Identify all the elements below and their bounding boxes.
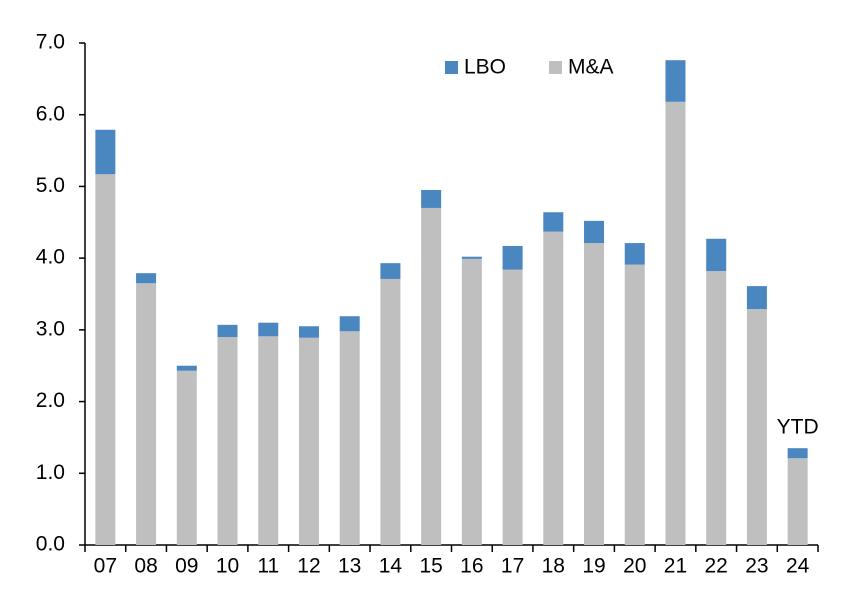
bar-segment: [339, 331, 360, 545]
bar-segment: [787, 448, 808, 459]
bar-segment: [176, 370, 197, 545]
bar-segment: [746, 309, 767, 545]
bar-segment: [706, 271, 727, 545]
bar-segment: [502, 269, 523, 545]
bar-segment: [584, 243, 605, 545]
bar-segment: [461, 256, 482, 259]
x-tick-label: 19: [582, 555, 605, 578]
bar-segment: [624, 264, 645, 545]
bar-segment: [217, 324, 238, 338]
y-tick-label: 5.0: [36, 174, 65, 197]
legend-swatch: [549, 61, 562, 74]
bar-segment: [543, 231, 564, 545]
bar-segment: [421, 207, 442, 545]
x-tick-label: 13: [338, 555, 361, 578]
y-tick-label: 2.0: [36, 389, 65, 412]
x-tick-label: 10: [216, 555, 239, 578]
x-tick-label: 18: [542, 555, 565, 578]
x-tick-label: 22: [705, 555, 728, 578]
x-tick-label: 20: [623, 555, 646, 578]
x-tick-label: 09: [175, 555, 198, 578]
bar-segment: [461, 258, 482, 545]
bar-segment: [136, 273, 157, 284]
bar-segment: [624, 243, 645, 265]
y-tick-label: 4.0: [36, 246, 65, 269]
bar-segment: [258, 336, 279, 545]
bar-segment: [746, 286, 767, 310]
x-tick-label: 07: [94, 555, 117, 578]
bar-segment: [136, 283, 157, 545]
bar-segment: [502, 245, 523, 270]
bar-segment: [95, 174, 116, 546]
legend-swatch: [445, 61, 458, 74]
y-tick-label: 7.0: [36, 31, 65, 54]
bar-segment: [380, 278, 401, 545]
bar-segment: [298, 337, 319, 545]
x-tick-label: 12: [297, 555, 320, 578]
bar-segment: [217, 337, 238, 545]
bar-segment: [706, 238, 727, 272]
bar-segment: [339, 316, 360, 332]
legend-label: M&A: [568, 56, 614, 79]
bar-segment: [665, 60, 686, 102]
x-tick-label: 15: [419, 555, 442, 578]
bar-segment: [176, 365, 197, 371]
x-tick-label: 23: [745, 555, 768, 578]
y-tick-label: 0.0: [36, 533, 65, 556]
x-tick-label: 24: [786, 555, 810, 578]
bar-segment: [787, 458, 808, 545]
bar-segment: [380, 263, 401, 279]
x-tick-label: 21: [664, 555, 687, 578]
y-tick-label: 3.0: [36, 317, 65, 340]
y-tick-label: 6.0: [36, 102, 65, 125]
bar-segment: [258, 322, 279, 337]
bar-segment: [543, 212, 564, 232]
bar-segment: [95, 129, 116, 175]
bar-segment: [665, 101, 686, 545]
x-tick-label: 17: [501, 555, 524, 578]
x-tick-label: 14: [379, 555, 403, 578]
legend-label: LBO: [464, 56, 506, 79]
x-tick-label: 08: [134, 555, 157, 578]
bar-segment: [584, 220, 605, 244]
x-tick-label: 16: [460, 555, 483, 578]
y-tick-label: 1.0: [36, 461, 65, 484]
annotation: YTD: [777, 416, 819, 439]
bar-segment: [421, 190, 442, 208]
bar-segment: [298, 326, 319, 338]
x-tick-label: 11: [257, 555, 279, 578]
